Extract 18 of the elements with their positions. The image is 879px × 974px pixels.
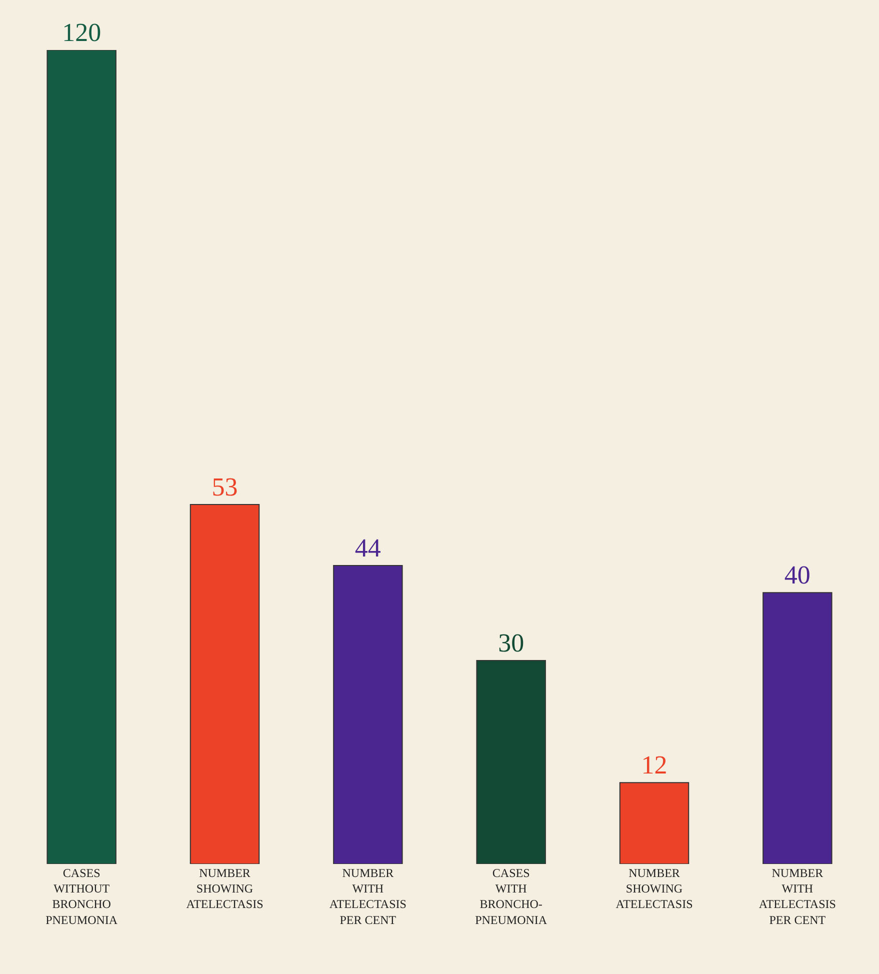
x-tick-label: CASES WITH BRONCHO- PNEUMONIA <box>475 866 548 927</box>
data-label: 12 <box>641 750 668 780</box>
bar <box>762 592 832 864</box>
bar <box>619 782 690 864</box>
x-tick-label: NUMBER WITH ATELECTASIS PER CENT <box>758 866 836 927</box>
x-tick-label: NUMBER SHOWING ATELECTASIS <box>186 866 264 912</box>
data-label: 30 <box>498 628 524 658</box>
x-tick-label: NUMBER SHOWING ATELECTASIS <box>616 866 693 912</box>
data-label: 120 <box>62 18 102 47</box>
bar <box>46 50 116 864</box>
x-tick-label: CASES WITHOUT BRONCHO PNEUMONIA <box>46 866 118 927</box>
bar <box>333 565 403 864</box>
bar <box>476 660 546 864</box>
data-label: 40 <box>784 560 810 590</box>
x-tick-label: NUMBER WITH ATELECTASIS PER CENT <box>329 866 406 927</box>
bar <box>190 504 260 864</box>
data-label: 53 <box>212 472 238 502</box>
data-label: 44 <box>354 534 381 563</box>
